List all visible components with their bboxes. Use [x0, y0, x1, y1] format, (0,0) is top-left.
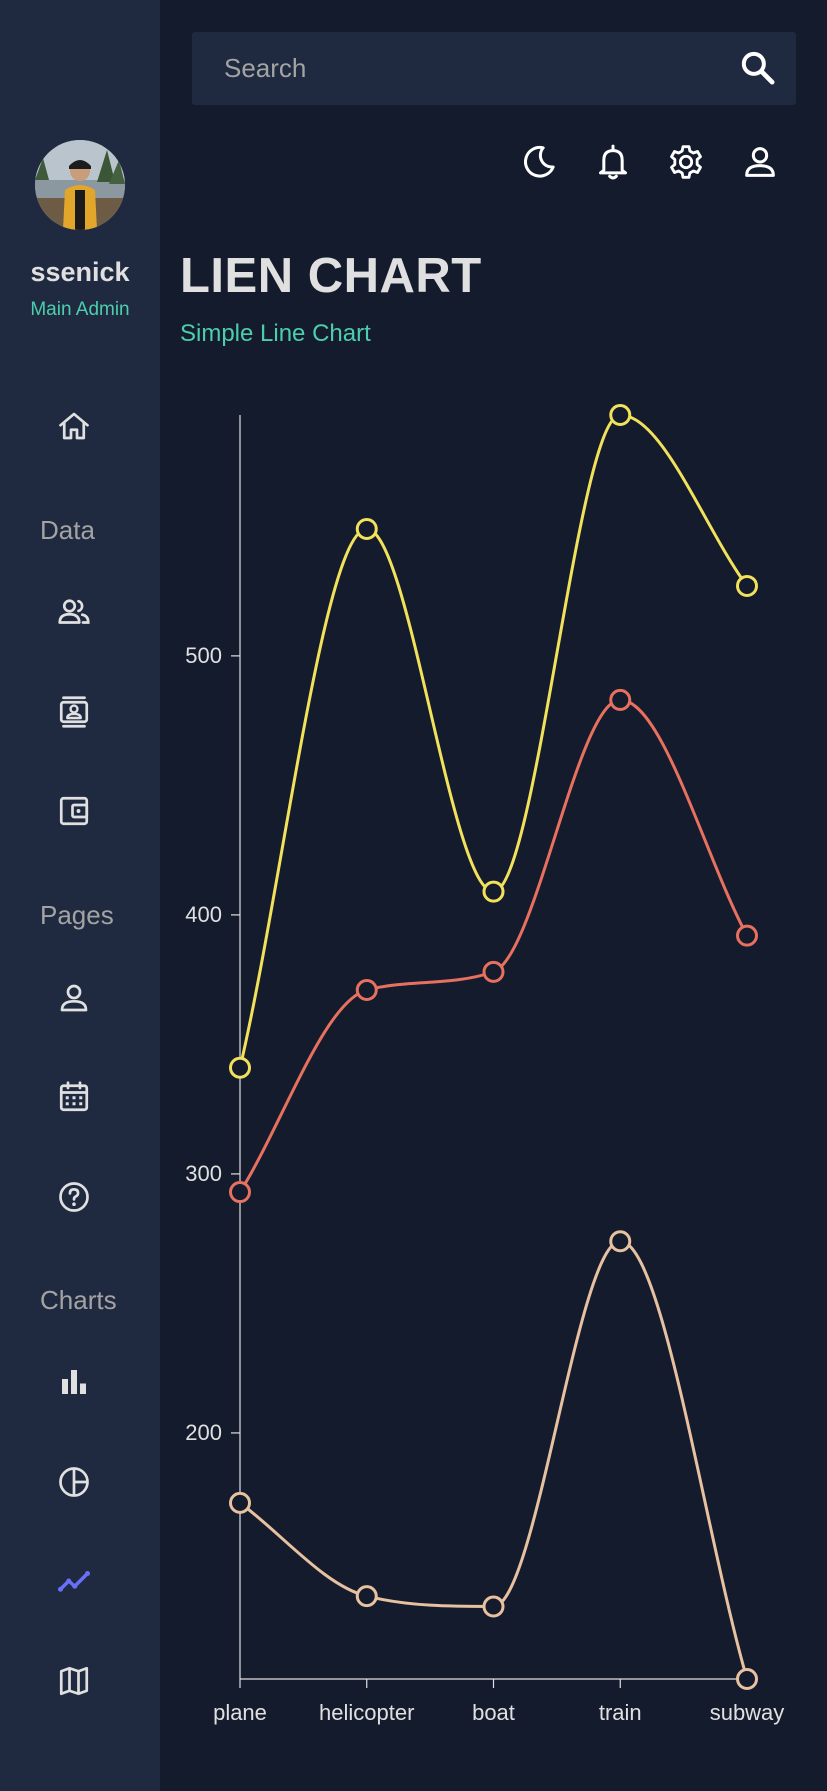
sidebar-item-invoices[interactable]	[56, 793, 92, 829]
series-line-2	[238, 698, 749, 1193]
sidebar-section-charts: Charts	[40, 1285, 117, 1315]
y-tick-label: 200	[185, 1420, 222, 1445]
x-tick-label: train	[599, 1700, 642, 1725]
data-point	[736, 924, 758, 947]
y-tick-label: 400	[185, 902, 222, 927]
bell-icon	[599, 144, 627, 180]
sidebar-item-calendar[interactable]	[56, 1079, 92, 1115]
bar-chart-icon	[62, 1370, 86, 1394]
sidebar-item-faq[interactable]	[56, 1179, 92, 1215]
data-point	[355, 517, 378, 540]
sidebar-item-contacts[interactable]	[56, 694, 92, 730]
data-point	[609, 1230, 632, 1253]
sidebar-section-pages: Pages	[40, 900, 114, 930]
wallet-icon	[59, 796, 89, 826]
line-chart-icon	[57, 1570, 91, 1592]
user-role: Main Admin	[30, 299, 130, 320]
search-bar	[192, 32, 796, 105]
sidebar-item-dashboard[interactable]	[56, 408, 92, 444]
data-point	[482, 880, 505, 903]
person-icon	[60, 984, 88, 1012]
line-chart: 200 300 400 500 plane helicopter boat train subw…	[185, 404, 785, 1725]
sidebar-item-bar[interactable]	[56, 1364, 92, 1400]
help-icon	[59, 1182, 89, 1212]
data-point	[229, 1181, 251, 1204]
data-point	[355, 979, 378, 1002]
data-point	[229, 1491, 251, 1514]
sidebar-item-team[interactable]	[56, 594, 92, 630]
sidebar: ssenick Main Admin Data Pages Charts	[0, 0, 160, 1791]
search-input[interactable]	[192, 32, 732, 105]
x-tick-label: plane	[213, 1700, 267, 1725]
sidebar-item-pie[interactable]	[56, 1464, 92, 1500]
settings-button[interactable]	[666, 142, 706, 182]
sidebar-section-data: Data	[40, 515, 95, 545]
sidebar-item-geography[interactable]	[56, 1663, 92, 1699]
dark-mode-button[interactable]	[519, 142, 559, 182]
x-tick-label: helicopter	[319, 1700, 414, 1725]
x-tick-label: subway	[710, 1700, 785, 1725]
x-tick-label: boat	[472, 1700, 515, 1725]
map-icon	[59, 1666, 89, 1696]
y-tick-label: 500	[185, 643, 222, 668]
gear-icon	[670, 145, 702, 179]
y-tick-label: 300	[185, 1161, 222, 1186]
calendar-icon	[59, 1081, 89, 1112]
people-icon	[58, 599, 90, 624]
moon-icon	[524, 145, 555, 178]
data-point	[736, 574, 758, 597]
data-point	[355, 1585, 378, 1608]
data-point	[609, 404, 632, 426]
data-point	[229, 1056, 251, 1079]
page-title: LIEN CHART	[180, 249, 482, 303]
sidebar-item-line[interactable]	[56, 1563, 92, 1599]
page-subtitle: Simple Line Chart	[180, 320, 371, 347]
home-icon	[59, 412, 89, 440]
contacts-icon	[59, 696, 89, 728]
sidebar-item-profile[interactable]	[56, 980, 92, 1016]
notifications-button[interactable]	[593, 142, 633, 182]
avatar[interactable]	[35, 140, 125, 230]
data-point	[609, 688, 632, 711]
data-point	[482, 1595, 505, 1618]
data-point	[736, 1668, 758, 1690]
search-icon[interactable]	[738, 48, 778, 88]
person-icon	[745, 147, 775, 177]
user-name: ssenick	[30, 257, 130, 287]
pie-chart-icon	[59, 1467, 89, 1497]
data-point	[482, 960, 505, 983]
profile-button[interactable]	[740, 142, 780, 182]
